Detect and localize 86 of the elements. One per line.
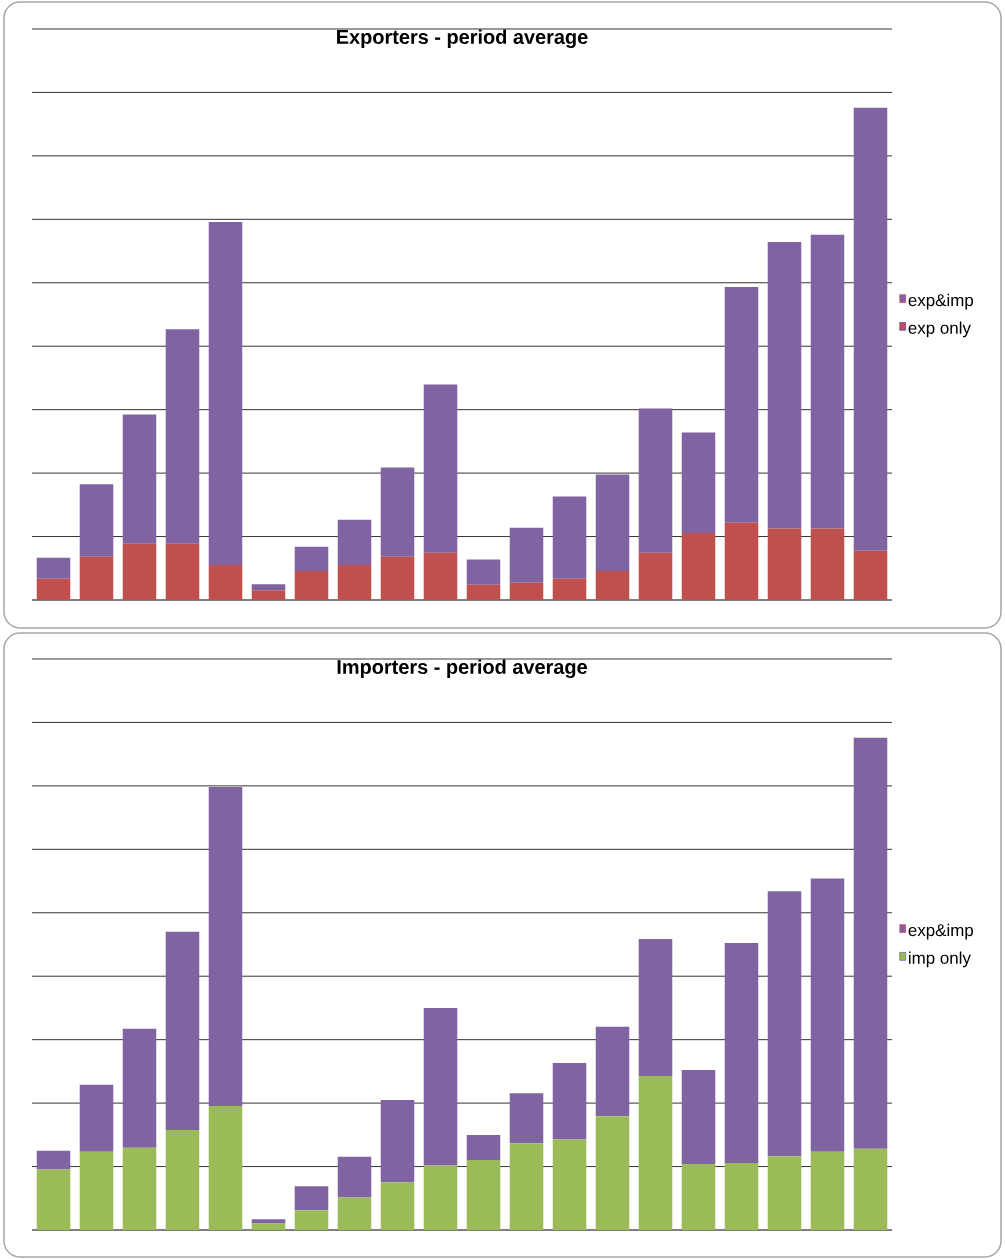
bar	[79, 556, 114, 600]
bar	[724, 943, 759, 1164]
bar	[294, 1186, 329, 1211]
bar	[767, 891, 802, 1157]
bar	[466, 1134, 501, 1161]
bar	[552, 1139, 587, 1230]
bar	[294, 570, 329, 600]
bar	[36, 557, 71, 579]
bar	[853, 737, 888, 1149]
bar	[423, 552, 458, 600]
chart-title: Exporters - period average	[337, 29, 588, 49]
bar	[208, 221, 243, 566]
bar	[638, 552, 673, 600]
bar	[638, 408, 673, 553]
bar	[810, 878, 845, 1152]
bar	[853, 107, 888, 551]
bar	[36, 1169, 71, 1230]
legend-label: imp only	[909, 951, 971, 968]
bar	[165, 543, 200, 600]
bar	[122, 1147, 157, 1230]
bar	[380, 467, 415, 557]
bar	[294, 546, 329, 571]
bar	[423, 1165, 458, 1230]
bar	[638, 939, 673, 1076]
bar	[122, 414, 157, 544]
bar	[509, 527, 544, 583]
bar	[466, 559, 501, 585]
bar	[552, 496, 587, 579]
legend-label: exp&imp	[908, 293, 974, 310]
bar	[853, 1148, 888, 1230]
bar	[767, 242, 802, 529]
bar	[36, 578, 71, 600]
bar	[165, 931, 200, 1131]
bar	[251, 590, 286, 600]
bar	[638, 1075, 673, 1230]
legend-label: exp&imp	[908, 923, 974, 940]
bar	[380, 1100, 415, 1183]
bar	[552, 578, 587, 600]
bar	[79, 484, 114, 557]
bar	[36, 1150, 71, 1170]
bar	[810, 1151, 845, 1230]
bar	[853, 550, 888, 600]
bar	[767, 528, 802, 600]
bar	[165, 329, 200, 544]
bar	[466, 1160, 501, 1230]
bar	[595, 1116, 630, 1230]
bar	[681, 533, 716, 600]
bar	[681, 432, 716, 534]
bar	[122, 543, 157, 600]
chart-title: Importers - period average	[337, 659, 587, 679]
bar	[552, 1063, 587, 1140]
bar	[79, 1084, 114, 1152]
bar	[294, 1210, 329, 1230]
bar	[810, 528, 845, 600]
bar	[724, 286, 759, 523]
bar	[337, 1156, 372, 1198]
bar	[509, 582, 544, 600]
bar	[165, 1130, 200, 1230]
bar	[810, 234, 845, 529]
bar	[466, 584, 501, 600]
bar	[767, 1156, 802, 1230]
bar	[595, 570, 630, 600]
bar	[423, 1007, 458, 1166]
bar	[724, 522, 759, 600]
bar	[681, 1164, 716, 1230]
bar	[251, 584, 286, 591]
bar	[208, 1105, 243, 1230]
bar	[122, 1028, 157, 1148]
bar	[509, 1093, 544, 1144]
bar	[208, 786, 243, 1106]
bar	[337, 565, 372, 600]
bar	[595, 474, 630, 571]
bar	[724, 1163, 759, 1230]
bar	[595, 1026, 630, 1117]
bar	[251, 1219, 286, 1224]
bar	[509, 1143, 544, 1230]
bar	[681, 1070, 716, 1165]
bar	[79, 1151, 114, 1230]
bar	[337, 519, 372, 566]
bar	[208, 565, 243, 600]
bar	[251, 1223, 286, 1230]
bar	[380, 556, 415, 600]
bar	[337, 1197, 372, 1230]
bar	[380, 1182, 415, 1230]
bar	[423, 384, 458, 553]
legend-label: exp only	[908, 321, 971, 338]
